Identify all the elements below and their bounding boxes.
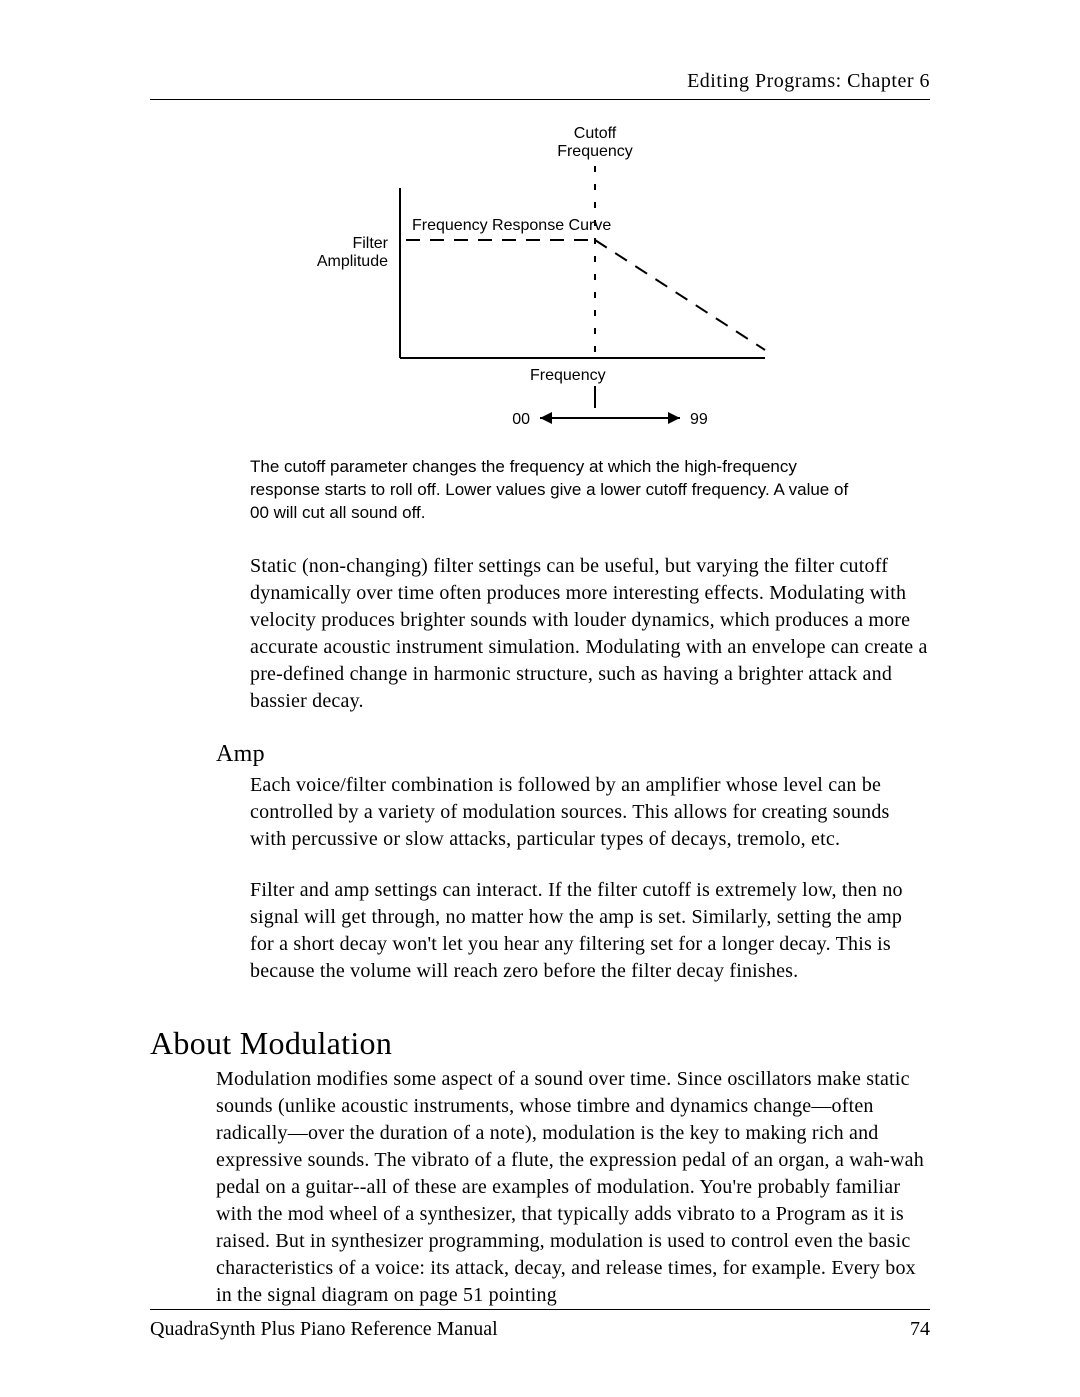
footer-rule xyxy=(150,1309,930,1310)
para-amp-1: Each voice/filter combination is followe… xyxy=(150,772,930,853)
subhead-amp: Amp xyxy=(150,741,930,768)
label-cutoff-top2: Frequency xyxy=(557,143,633,160)
filter-cutoff-diagram: Cutoff Frequency Filter Amplitude Freque… xyxy=(280,118,800,438)
footer-page-number: 74 xyxy=(910,1318,930,1341)
response-rolloff xyxy=(595,240,765,350)
figure-caption: The cutoff parameter changes the frequen… xyxy=(150,456,930,525)
para-amp-2: Filter and amp settings can interact. If… xyxy=(150,877,930,985)
range-arrow-left xyxy=(540,412,552,424)
label-yaxis-1: Filter xyxy=(352,235,388,252)
label-cutoff-top1: Cutoff xyxy=(574,125,617,142)
range-high: 99 xyxy=(690,411,708,428)
page-footer: QuadraSynth Plus Piano Reference Manual … xyxy=(150,1309,930,1341)
label-xaxis: Frequency xyxy=(530,367,606,384)
label-response-curve: Frequency Response Curve xyxy=(412,217,611,234)
footer-left: QuadraSynth Plus Piano Reference Manual xyxy=(150,1318,498,1341)
para-modulation: Modulation modifies some aspect of a sou… xyxy=(150,1066,930,1309)
range-arrow-right xyxy=(668,412,680,424)
label-yaxis-2: Amplitude xyxy=(317,253,388,270)
page: Editing Programs: Chapter 6 Cutoff Frequ… xyxy=(0,0,1080,1397)
header-rule xyxy=(150,99,930,100)
range-low: 00 xyxy=(512,411,530,428)
page-header-right: Editing Programs: Chapter 6 xyxy=(150,70,930,93)
para-static-filter: Static (non-changing) filter settings ca… xyxy=(150,553,930,715)
section-about-modulation: About Modulation xyxy=(150,1025,930,1062)
